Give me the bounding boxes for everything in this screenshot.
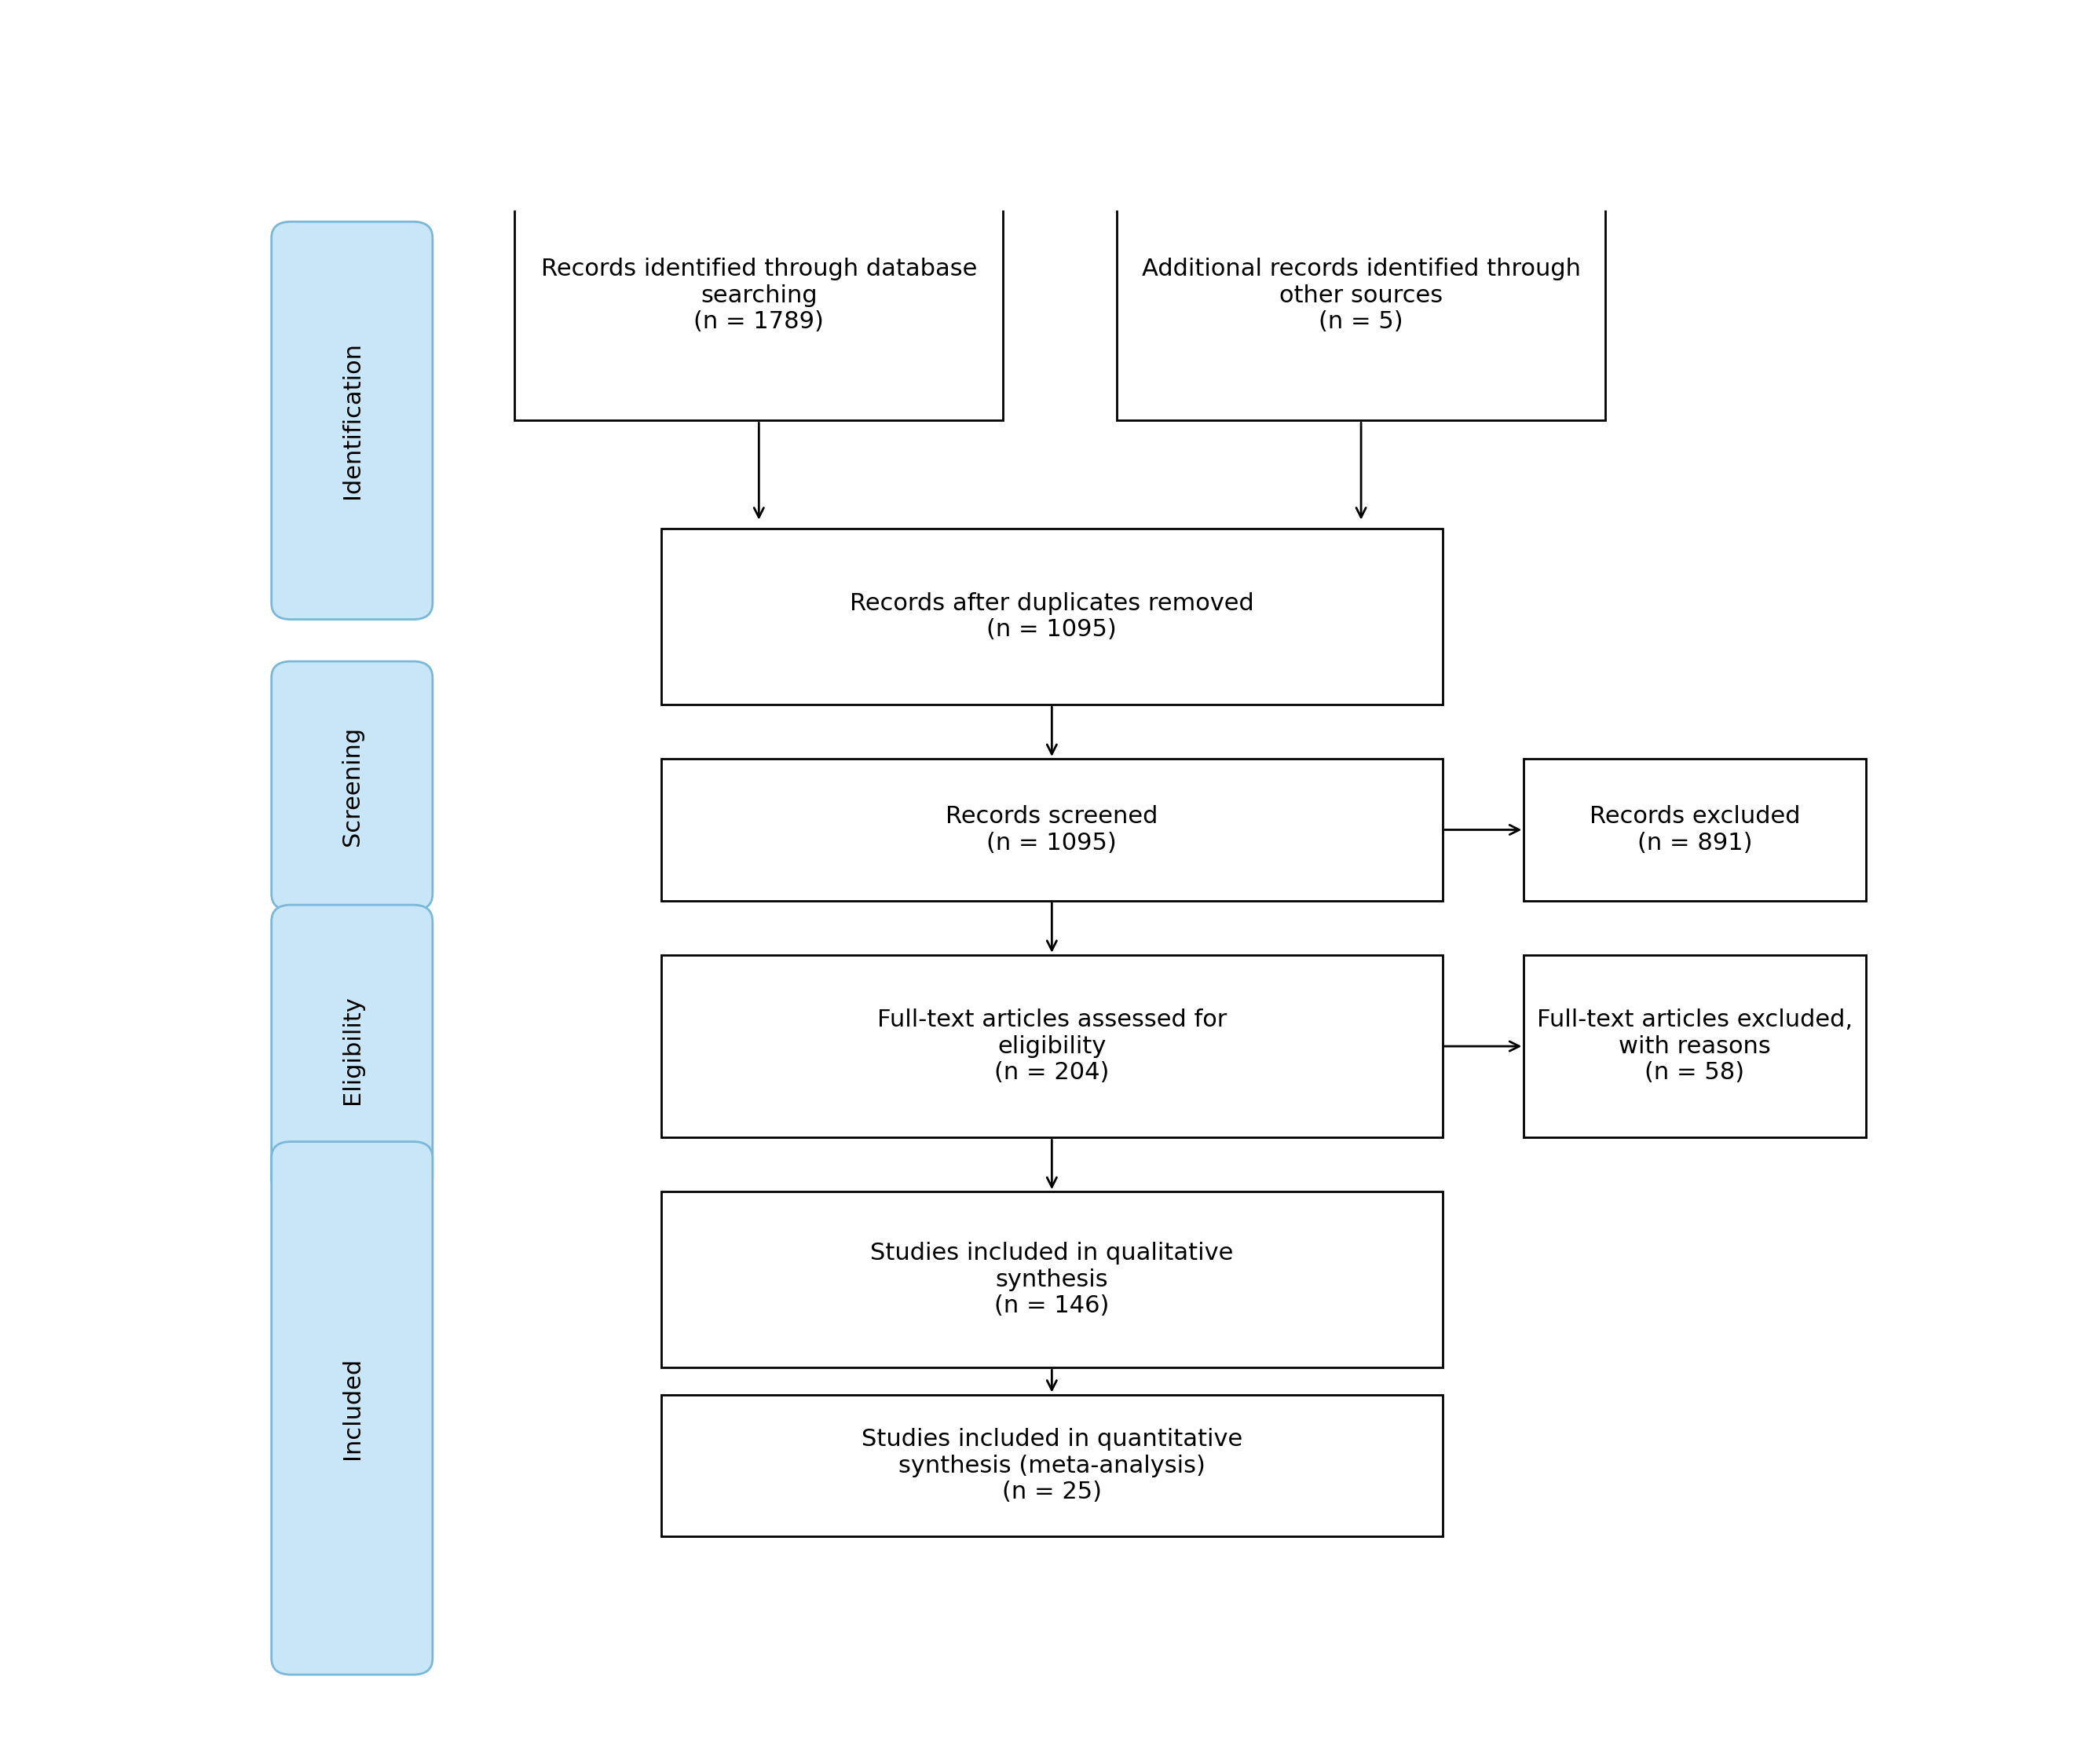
FancyBboxPatch shape <box>1117 170 1604 420</box>
FancyBboxPatch shape <box>1525 956 1865 1137</box>
Text: Full-text articles excluded,
with reasons
(n = 58): Full-text articles excluded, with reason… <box>1537 1009 1852 1084</box>
Text: Studies included in quantitative
synthesis (meta-analysis)
(n = 25): Studies included in quantitative synthes… <box>861 1428 1243 1504</box>
Text: Records excluded
(n = 891): Records excluded (n = 891) <box>1590 805 1800 854</box>
Text: Studies included in qualitative
synthesis
(n = 146): Studies included in qualitative synthesi… <box>869 1242 1233 1318</box>
FancyBboxPatch shape <box>271 1142 433 1674</box>
FancyBboxPatch shape <box>271 661 433 910</box>
Text: Eligibility: Eligibility <box>340 994 363 1103</box>
FancyBboxPatch shape <box>271 905 433 1195</box>
FancyBboxPatch shape <box>662 956 1443 1137</box>
Text: Identification: Identification <box>340 343 363 499</box>
Text: Screening: Screening <box>340 726 363 845</box>
FancyBboxPatch shape <box>662 1191 1443 1367</box>
Text: Included: Included <box>340 1356 363 1460</box>
FancyBboxPatch shape <box>514 170 1004 420</box>
FancyBboxPatch shape <box>271 221 433 620</box>
Text: Additional records identified through
other sources
(n = 5): Additional records identified through ot… <box>1142 258 1581 334</box>
FancyBboxPatch shape <box>1525 759 1865 901</box>
FancyBboxPatch shape <box>662 1395 1443 1537</box>
Text: Full-text articles assessed for
eligibility
(n = 204): Full-text articles assessed for eligibil… <box>878 1009 1226 1084</box>
Text: Records screened
(n = 1095): Records screened (n = 1095) <box>945 805 1157 854</box>
FancyBboxPatch shape <box>662 759 1443 901</box>
Text: Records identified through database
searching
(n = 1789): Records identified through database sear… <box>542 258 977 334</box>
FancyBboxPatch shape <box>662 529 1443 705</box>
Text: Records after duplicates removed
(n = 1095): Records after duplicates removed (n = 10… <box>851 592 1254 641</box>
